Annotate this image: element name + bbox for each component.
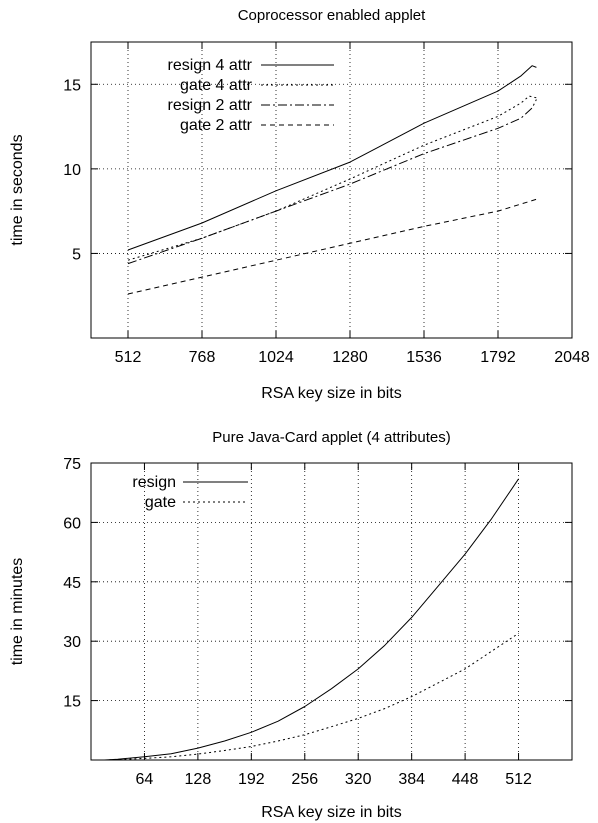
series-line-resign-2-attr (127, 99, 537, 265)
legend-label: resign 2 attr (168, 97, 253, 114)
y-tick-label: 15 (63, 77, 81, 94)
x-tick-label: 64 (136, 771, 154, 788)
series-line-gate-2-attr (127, 198, 537, 295)
y-axis-label: time in minutes (9, 558, 26, 666)
series-line-gate-4-attr (127, 95, 537, 261)
y-tick-label: 5 (72, 246, 81, 263)
x-tick-label: 1280 (332, 349, 368, 366)
x-tick-label: 448 (452, 771, 479, 788)
y-tick-label: 60 (63, 515, 81, 532)
legend: resign 4 attr gate 4 attr resign 2 attr gat… (168, 57, 334, 134)
ticks: 64 128 192 256 320 384 448 512 15 30 45 60 75 (63, 456, 572, 788)
plot-frame (90, 462, 573, 761)
legend-label: resign 4 attr (168, 57, 253, 74)
grid (91, 42, 572, 338)
x-tick-label: 320 (345, 771, 372, 788)
x-tick-label: 192 (238, 771, 265, 788)
series-line-resign-4-attr (127, 65, 537, 251)
y-tick-label: 75 (63, 456, 81, 473)
legend-label: gate 4 attr (180, 77, 253, 94)
y-tick-label: 45 (63, 575, 81, 592)
legend-label: resign (132, 474, 176, 491)
chart-title: Pure Java-Card applet (4 attributes) (212, 429, 450, 446)
x-tick-label: 2048 (554, 349, 590, 366)
x-tick-label: 1024 (258, 349, 294, 366)
legend-label: gate (145, 494, 176, 511)
y-tick-label: 15 (63, 694, 81, 711)
x-tick-label: 256 (291, 771, 318, 788)
legend-label: gate 2 attr (180, 117, 253, 134)
x-tick-label: 1792 (480, 349, 516, 366)
y-tick-label: 30 (63, 634, 81, 651)
x-tick-label: 1536 (406, 349, 442, 366)
x-tick-label: 768 (189, 349, 216, 366)
x-axis-label: RSA key size in bits (261, 804, 402, 821)
legend: resign gate (132, 474, 248, 511)
series-group (104, 478, 520, 761)
x-tick-label: 384 (398, 771, 425, 788)
x-tick-label: 512 (505, 771, 532, 788)
plot-frame (90, 41, 573, 339)
series-group (127, 65, 537, 295)
chart-coprocessor: Coprocessor enabled applet RSA key size … (9, 7, 590, 402)
x-tick-label: 512 (115, 349, 142, 366)
y-tick-label: 10 (63, 162, 81, 179)
chart-java-card: Pure Java-Card applet (4 attributes) RSA… (9, 429, 573, 821)
y-axis-label: time in seconds (9, 134, 26, 245)
chart-title: Coprocessor enabled applet (238, 7, 426, 24)
x-tick-label: 128 (185, 771, 212, 788)
x-axis-label: RSA key size in bits (261, 385, 402, 402)
series-line-resign (104, 478, 520, 761)
series-line-gate (104, 632, 519, 761)
grid (91, 463, 572, 760)
ticks: 512 768 1024 1280 1536 1792 2048 5 10 15 (63, 42, 590, 366)
